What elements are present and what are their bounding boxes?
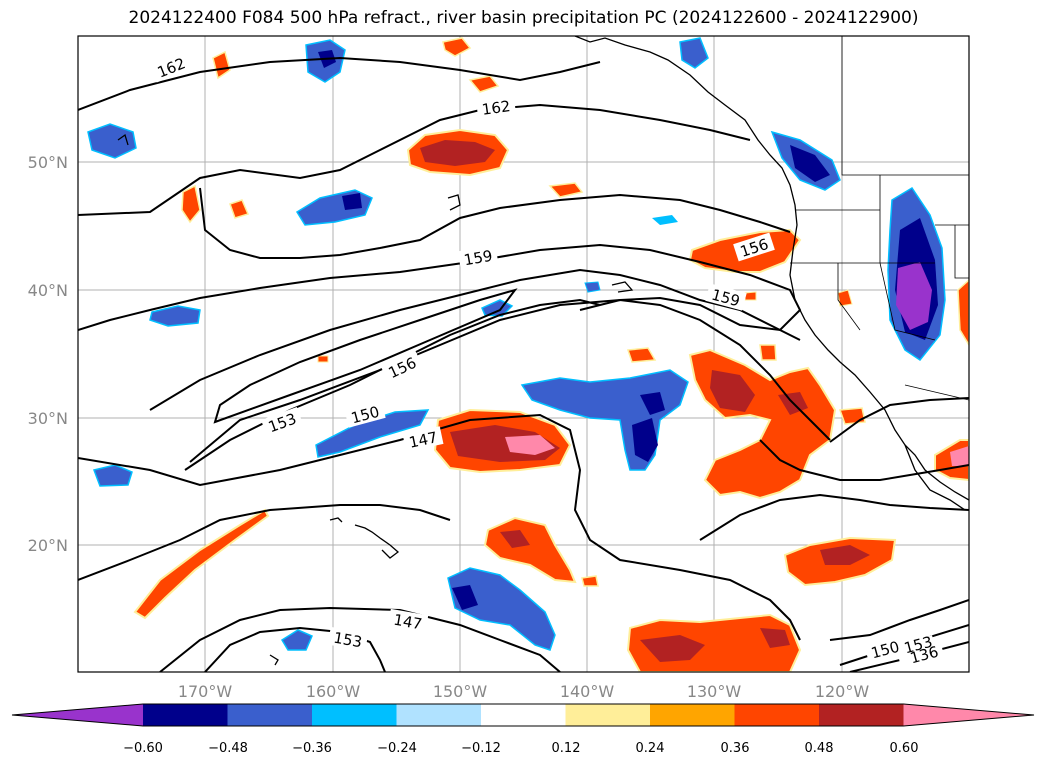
contour-label: 147: [407, 428, 439, 452]
colorbar-tick: 0.36: [721, 741, 750, 756]
lon-label-130w: 130°W: [687, 682, 742, 701]
colorbar-segment: [481, 704, 566, 726]
colorbar-segment: [819, 704, 904, 726]
lon-label-160w: 160°W: [306, 682, 361, 701]
map-title: 2024122400 F084 500 hPa refract., river …: [128, 8, 919, 28]
lat-label-20: 20°N: [28, 536, 68, 555]
colorbar-tick: −0.60: [123, 741, 163, 756]
contour-label: 153: [332, 629, 363, 652]
colorbar-segment: [565, 704, 651, 726]
contour-label: 162: [481, 97, 512, 119]
colorbar: [11, 703, 1035, 727]
colorbar-segment: [12, 704, 143, 726]
colorbar-tick: 0.24: [636, 741, 665, 756]
colorbar-segment: [143, 704, 228, 726]
map-frame: [77, 35, 970, 673]
coastlines: [117, 36, 969, 666]
colorbar-tick: 0.12: [552, 741, 581, 756]
lat-label-30: 30°N: [28, 409, 68, 428]
colorbar-ticks: −0.60 −0.48 −0.36 −0.24 −0.12 0.12 0.24 …: [123, 741, 918, 756]
colorbar-tick: −0.36: [292, 741, 332, 756]
colorbar-segment: [903, 704, 1034, 726]
contours: [78, 56, 969, 672]
lat-label-40: 40°N: [28, 281, 68, 300]
lon-label-170w: 170°W: [178, 682, 233, 701]
colorbar-segment: [227, 704, 313, 726]
colorbar-segment: [312, 704, 397, 726]
colorbar-tick: −0.24: [377, 741, 417, 756]
colorbar-tick: −0.48: [208, 741, 248, 756]
borders: [790, 36, 969, 401]
colorbar-segment: [650, 704, 735, 726]
colorbar-tick: 0.48: [805, 741, 834, 756]
map-area: 162 162 159 159 156 156 153 150 147 147 …: [78, 36, 969, 672]
contour-label-bg: [150, 51, 945, 668]
lon-label-120w: 120°W: [815, 682, 870, 701]
colorbar-segment: [396, 704, 482, 726]
colorbar-tick: 0.60: [890, 741, 919, 756]
colorbar-segment: [734, 704, 820, 726]
lon-label-140w: 140°W: [560, 682, 615, 701]
lon-label-150w: 150°W: [433, 682, 488, 701]
lat-label-50: 50°N: [28, 153, 68, 172]
precip-shading: [87, 37, 969, 672]
longitude-labels: 170°W 160°W 150°W 140°W 130°W 120°W: [178, 682, 870, 701]
contour-label: 147: [392, 611, 423, 634]
latitude-labels: 50°N 40°N 30°N 20°N: [28, 153, 68, 555]
colorbar-outline: [11, 703, 1035, 727]
contour-label: 159: [463, 247, 494, 270]
colorbar-tick: −0.12: [461, 741, 501, 756]
